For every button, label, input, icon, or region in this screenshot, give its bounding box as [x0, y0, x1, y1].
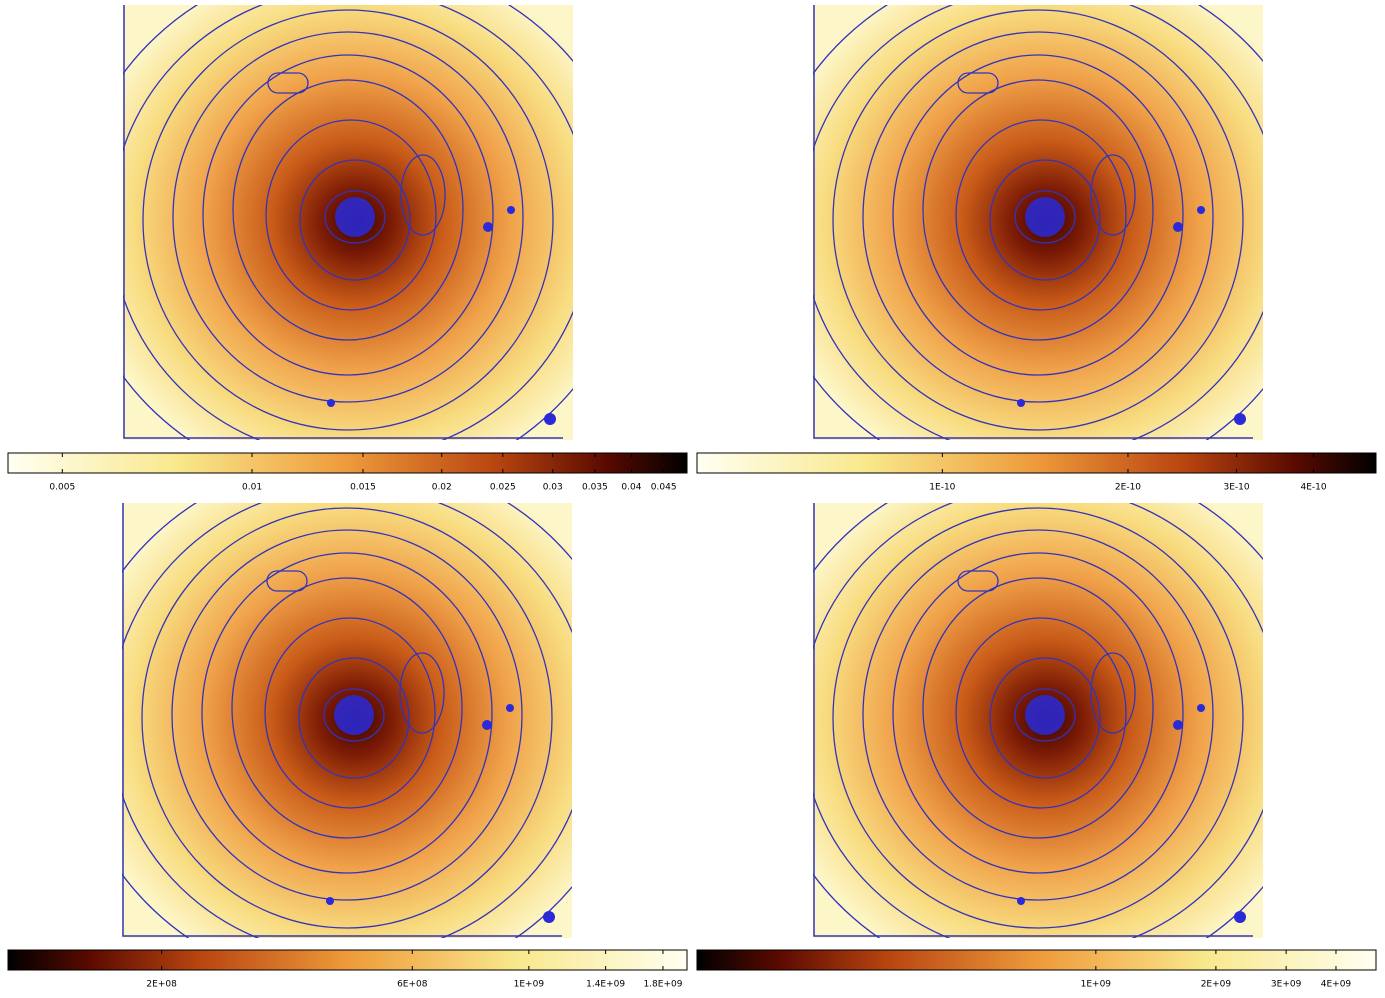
tick-label: 0.01 [242, 483, 262, 493]
tick-label: 0.015 [350, 483, 376, 493]
colorbar [696, 452, 1377, 474]
map-image [122, 503, 572, 938]
tick-label: 0.035 [582, 483, 608, 493]
map-image [123, 5, 573, 440]
tick-label: 1.4E+09 [586, 980, 625, 990]
tick-label: 0.005 [49, 483, 75, 493]
tick-label: 6E+08 [397, 980, 428, 990]
map-image [813, 5, 1263, 440]
tick-label: 0.025 [490, 483, 516, 493]
tick-label: 0.045 [651, 483, 677, 493]
colorbar [7, 949, 688, 971]
tick-label: 1.8E+09 [643, 980, 682, 990]
tick-label: 2E+08 [146, 980, 177, 990]
colorbar [7, 452, 688, 474]
map-image [813, 503, 1263, 938]
tick-label: 0.03 [543, 483, 563, 493]
tick-label: 2E+09 [1201, 980, 1232, 990]
tick-label: 3E-10 [1223, 483, 1249, 493]
tick-label: 0.04 [621, 483, 641, 493]
colorbar [696, 949, 1377, 971]
tick-label: 4E-10 [1301, 483, 1327, 493]
tick-label: 1E-10 [929, 483, 955, 493]
tick-label: 0.02 [432, 483, 452, 493]
tick-label: 1E+09 [514, 980, 545, 990]
tick-label: 1E+09 [1081, 980, 1112, 990]
tick-label: 4E+09 [1321, 980, 1352, 990]
tick-label: 3E+09 [1271, 980, 1302, 990]
tick-label: 2E-10 [1115, 483, 1141, 493]
